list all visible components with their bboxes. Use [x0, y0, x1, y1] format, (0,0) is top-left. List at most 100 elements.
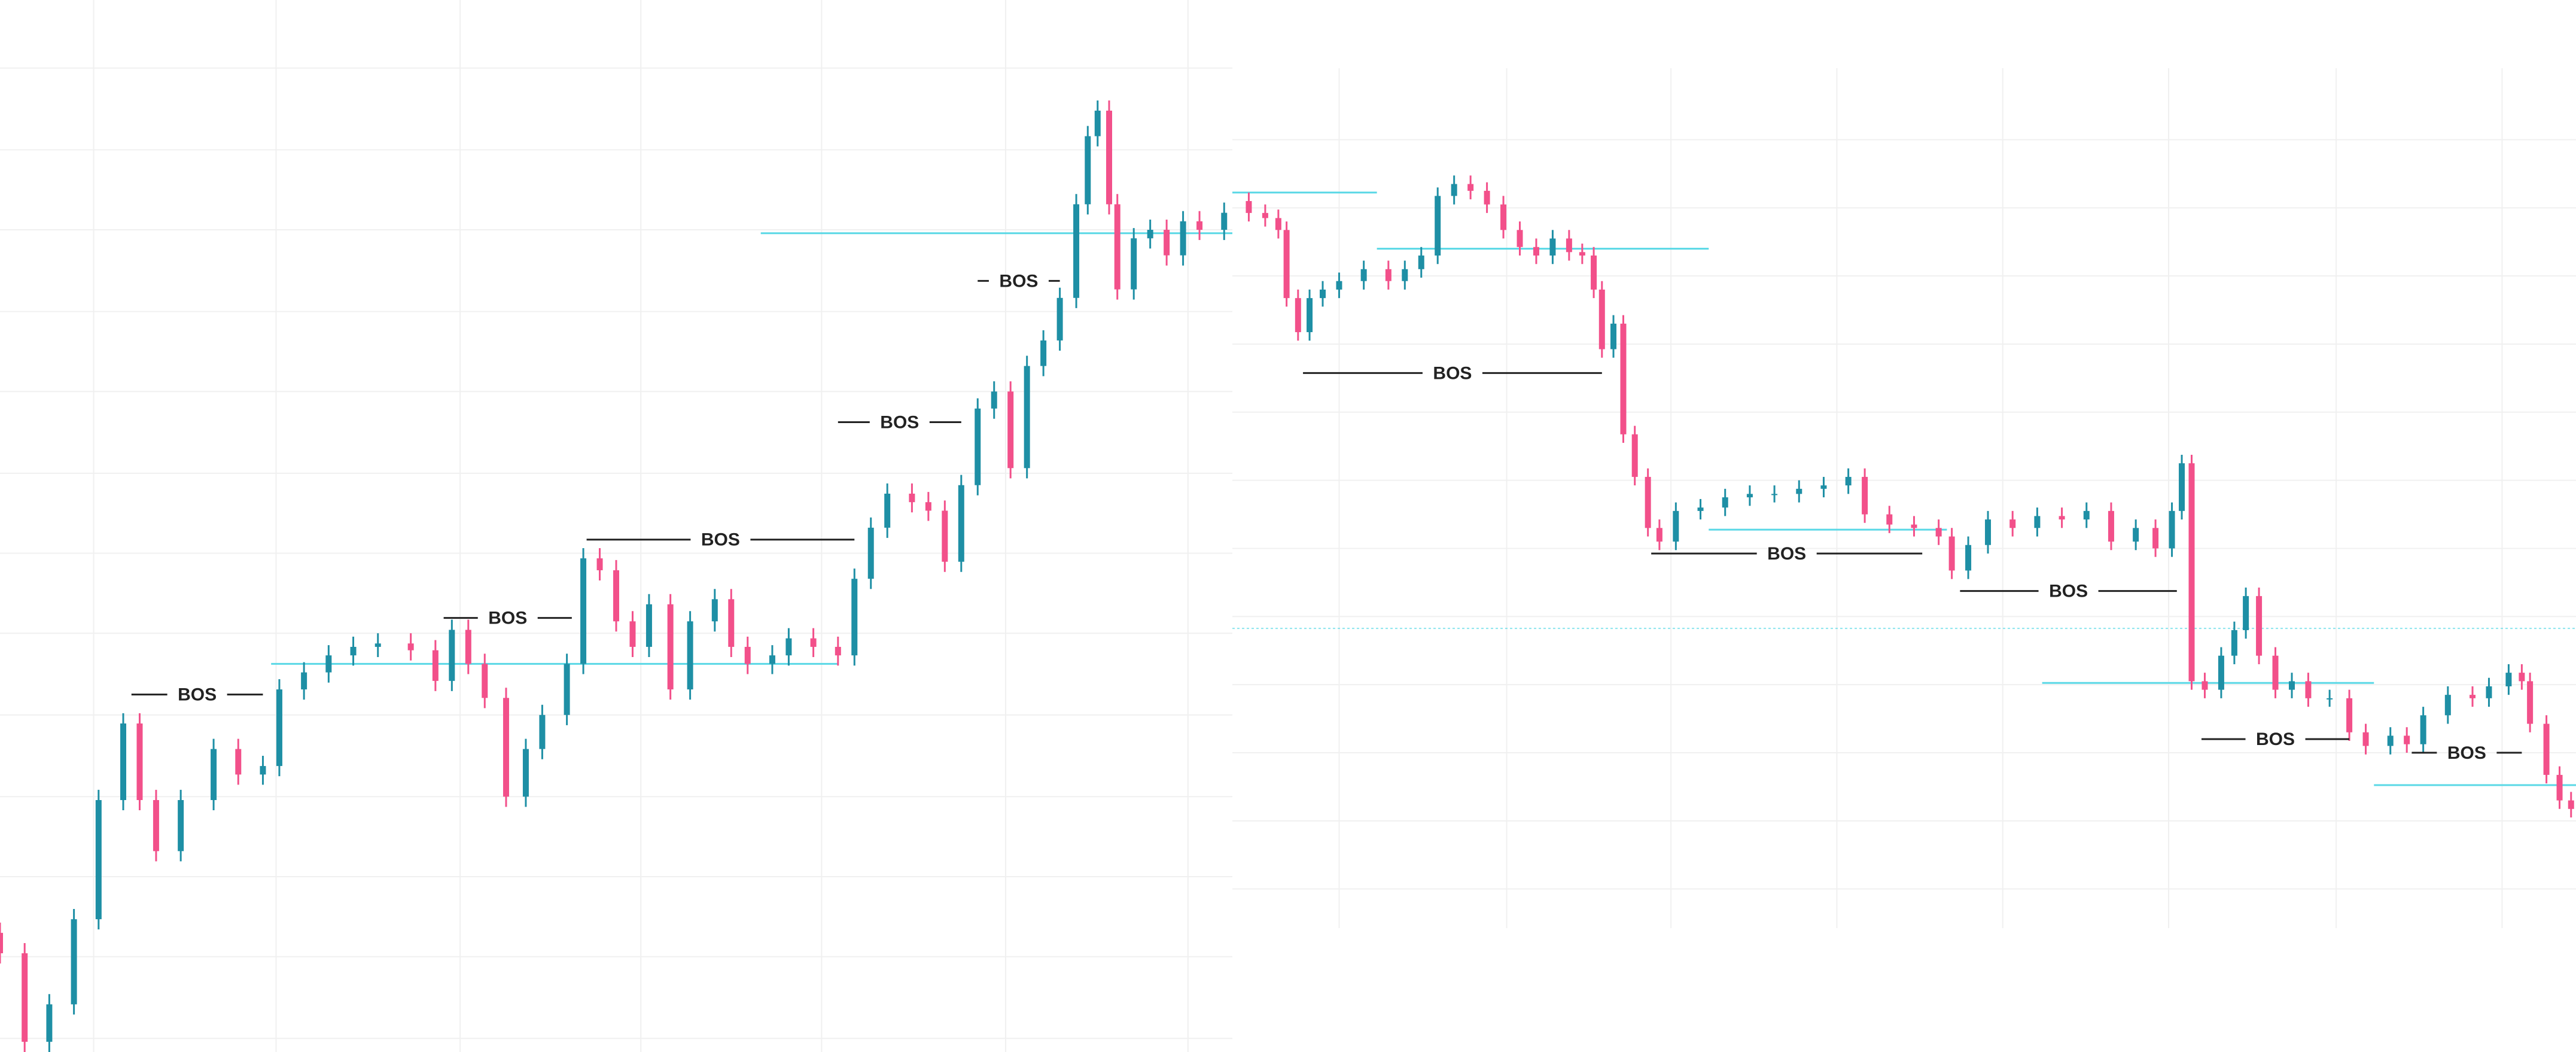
- candle-body: [0, 932, 3, 954]
- bos-label: BOS: [1433, 363, 1472, 383]
- candle-body: [2133, 528, 2139, 542]
- candle-body: [1566, 238, 1572, 253]
- candle-body: [991, 391, 997, 409]
- candle-body: [1820, 485, 1827, 489]
- candle-body: [211, 749, 217, 800]
- candle-body: [2243, 596, 2249, 631]
- candle-body: [350, 646, 357, 656]
- candle-body: [2188, 463, 2195, 682]
- bos-label: BOS: [2256, 729, 2295, 749]
- candle-body: [235, 749, 242, 775]
- candle-body: [1007, 391, 1014, 469]
- candle-body: [2486, 686, 2492, 698]
- candle-body: [2327, 698, 2333, 700]
- candle-body: [71, 919, 77, 1005]
- bos-label: BOS: [488, 609, 527, 628]
- candle-body: [301, 672, 307, 690]
- candle-body: [1517, 230, 1523, 247]
- candle-body: [1336, 281, 1342, 290]
- candle-body: [1549, 238, 1556, 256]
- candle-body: [2288, 681, 2295, 690]
- candle-body: [1131, 238, 1137, 290]
- candle-body: [2218, 655, 2224, 690]
- candle-body: [835, 646, 841, 656]
- candle-body: [851, 579, 858, 656]
- candle-body: [1911, 524, 1917, 528]
- candle-body: [2169, 510, 2175, 549]
- candle-body: [2108, 510, 2114, 542]
- candle-body: [1196, 221, 1203, 230]
- candle-body: [1484, 190, 1490, 205]
- candle-body: [1085, 136, 1091, 205]
- candle-body: [1598, 289, 1605, 349]
- bos-label: BOS: [1767, 544, 1806, 564]
- candle-body: [580, 558, 587, 664]
- candle-body: [46, 1004, 53, 1042]
- candle-body: [728, 599, 735, 647]
- candle-body: [2527, 681, 2534, 724]
- candle-body: [1385, 269, 1391, 281]
- candle-body: [2519, 673, 2525, 682]
- candle-body: [95, 799, 102, 920]
- candle-body: [1221, 212, 1228, 230]
- candle-body: [1180, 221, 1186, 256]
- candle-body: [178, 799, 184, 852]
- candle-body: [645, 604, 652, 647]
- candle-body: [276, 689, 282, 767]
- candle-body: [2420, 715, 2426, 744]
- candle-body: [1467, 184, 1474, 191]
- chart-panel: BOS BOS BOS BOS BOS: [1232, 68, 2576, 928]
- candle-body: [867, 527, 874, 579]
- candle-body: [1985, 519, 1992, 545]
- candle-body: [1114, 204, 1120, 290]
- candle-body: [1418, 256, 1424, 269]
- candle-body: [1073, 204, 1080, 298]
- candle-body: [2083, 510, 2090, 520]
- candle-body: [1746, 494, 1753, 498]
- candle-body: [22, 953, 28, 1042]
- candle-body: [1295, 298, 1301, 333]
- chart-panel: BOS BOS BOS BOS BOS: [0, 0, 1232, 1052]
- candle-body: [1262, 212, 1268, 218]
- bos-label: BOS: [2447, 743, 2486, 763]
- candle-body: [1147, 230, 1153, 239]
- candle-body: [1673, 510, 1679, 542]
- candle-body: [1164, 230, 1170, 256]
- candle-body: [711, 599, 718, 622]
- candle-body: [1451, 184, 1457, 196]
- candle-body: [2568, 800, 2574, 809]
- candle-body: [744, 646, 751, 664]
- bos-label: BOS: [178, 685, 217, 705]
- candle-body: [629, 621, 636, 647]
- candle-body: [1094, 110, 1101, 136]
- candle-body: [667, 604, 674, 690]
- candle-body: [1320, 289, 1326, 299]
- candle-body: [1948, 536, 1955, 571]
- candle-body: [596, 558, 603, 570]
- candle-body: [884, 493, 891, 528]
- candle-body: [465, 630, 471, 664]
- bos-label: BOS: [999, 271, 1038, 291]
- candle-body: [687, 621, 693, 690]
- candle-body: [958, 485, 964, 562]
- candle-body: [1533, 247, 1539, 256]
- candle-body: [2179, 463, 2185, 511]
- candle-body: [2152, 528, 2159, 549]
- candle-body: [1862, 476, 1868, 515]
- candle-body: [449, 630, 455, 681]
- candle-body: [2346, 698, 2353, 732]
- candle-body: [1579, 252, 1585, 256]
- candle-body: [564, 664, 570, 715]
- candle-body: [1620, 323, 1627, 434]
- candle-body: [1024, 366, 1030, 469]
- candle-body: [975, 408, 981, 485]
- candle-body: [909, 493, 915, 503]
- candle-body: [1246, 200, 1252, 213]
- candle-body: [1845, 476, 1852, 486]
- candle-body: [1965, 545, 1972, 571]
- bos-label: BOS: [701, 530, 740, 550]
- candle-body: [942, 510, 948, 562]
- candle-body: [613, 570, 619, 622]
- candle-body: [1275, 218, 1281, 230]
- candle-body: [2470, 695, 2476, 698]
